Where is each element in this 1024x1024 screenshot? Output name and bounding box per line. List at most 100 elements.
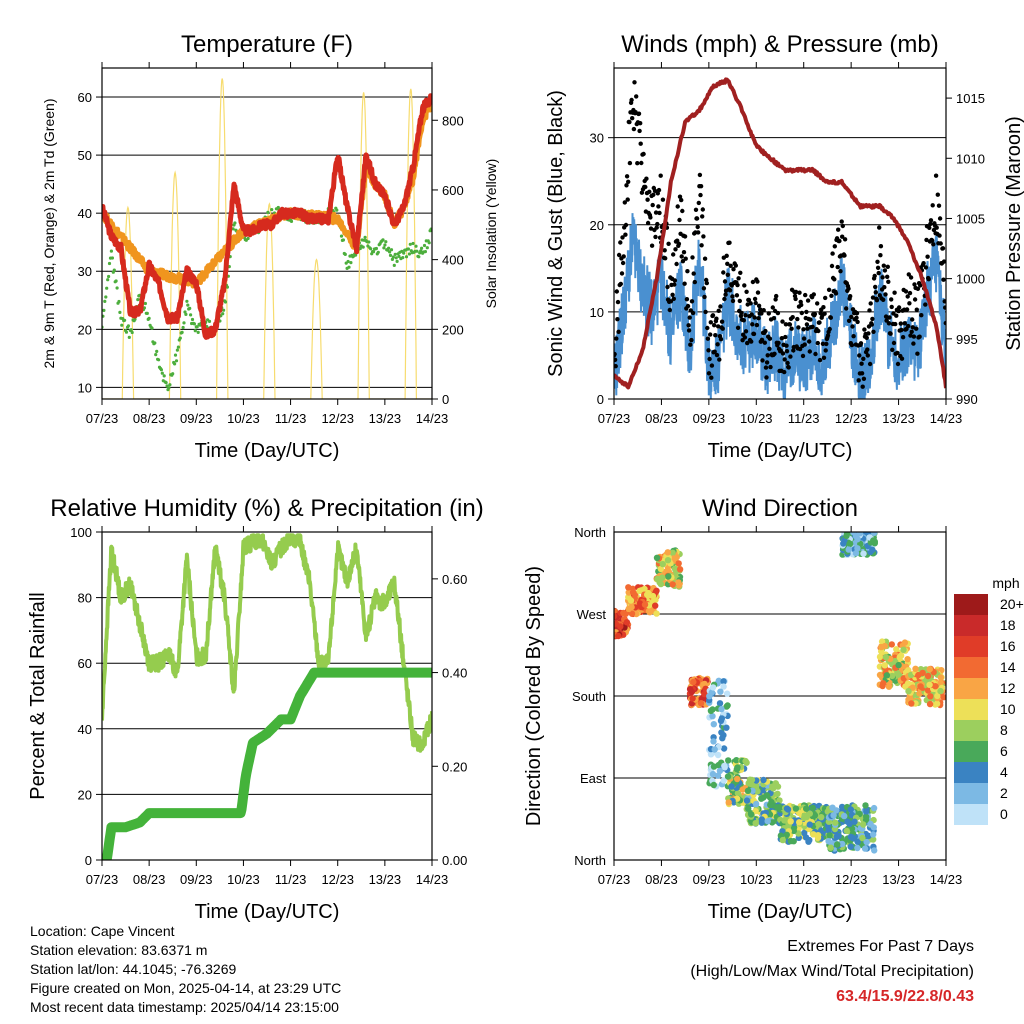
gust-point (911, 341, 916, 346)
direction-point (863, 838, 870, 846)
gust-point (878, 244, 884, 249)
dewpoint-point (133, 317, 137, 321)
direction-point (863, 808, 870, 815)
gust-point (933, 173, 939, 178)
gust-point (886, 321, 892, 326)
gust-point (716, 324, 721, 329)
y2-tick-label: 600 (442, 183, 464, 198)
dewpoint-point (102, 314, 105, 318)
gust-point (728, 263, 733, 268)
dewpoint-point (420, 246, 424, 250)
gust-point (903, 289, 909, 294)
y-tick-label: 30 (78, 264, 92, 279)
y2-axis-label: Station Pressure (Maroon) (1003, 116, 1024, 351)
direction-point (847, 833, 855, 841)
gust-point (890, 347, 895, 352)
y2-tick-label: 200 (442, 322, 464, 337)
colorbar-swatch (954, 762, 988, 783)
gust-point (620, 235, 625, 240)
direction-point (803, 805, 810, 812)
direction-point (709, 770, 717, 778)
dewpoint-point (117, 299, 121, 304)
dewpoint-point (367, 240, 371, 244)
dewpoint-point (347, 265, 351, 269)
dewpoint-point (392, 263, 396, 267)
direction-point (724, 690, 731, 697)
gust-point (943, 305, 946, 310)
gust-point (679, 197, 684, 203)
gust-point (804, 309, 809, 315)
gust-point (844, 306, 849, 311)
direction-point (885, 683, 893, 690)
y-tick-label: 0 (597, 392, 604, 407)
direction-point (895, 661, 902, 669)
direction-point (904, 680, 912, 687)
direction-point (733, 757, 740, 764)
gust-point (648, 226, 654, 231)
x-tick-label: 10/23 (227, 411, 260, 426)
y2-tick-label: 0.20 (442, 759, 467, 774)
gust-point (791, 348, 796, 353)
gust-point (742, 335, 748, 340)
gust-point (857, 353, 862, 358)
gust-point (667, 307, 672, 313)
gust-point (896, 308, 901, 314)
gust-point (908, 333, 913, 338)
dewpoint-point (171, 372, 175, 376)
gust-point (912, 297, 918, 302)
direction-point (926, 700, 934, 708)
x-tick-label: 14/23 (416, 411, 449, 426)
dewpoint-point (393, 252, 397, 256)
dewpoint-point (402, 251, 406, 255)
direction-point (871, 538, 878, 545)
gust-point (846, 318, 852, 323)
y-tick-label: 20 (78, 787, 92, 802)
direction-point (636, 600, 644, 607)
extremes-subtitle: (High/Low/Max Wind/Total Precipitation) (690, 963, 974, 980)
gust-point (908, 275, 914, 280)
dewpoint-point (190, 317, 195, 322)
gust-point (683, 256, 688, 261)
direction-point (937, 674, 944, 681)
direction-point (764, 818, 771, 825)
series-station-pressure (614, 77, 946, 390)
gust-point (927, 225, 932, 230)
gust-point (658, 173, 663, 178)
gust-point (756, 316, 761, 321)
dewpoint-point (207, 319, 212, 323)
dewpoint-point (183, 310, 187, 314)
colorbar-swatch (954, 741, 988, 762)
gust-point (754, 322, 760, 328)
direction-point (904, 656, 911, 663)
gust-point (687, 315, 692, 320)
gust-point (733, 263, 738, 268)
gust-point (780, 351, 786, 356)
direction-point (881, 662, 888, 669)
direction-point (646, 609, 653, 616)
colorbar-label: 10 (1000, 701, 1016, 717)
colorbar-swatch (954, 636, 988, 657)
gust-point (867, 361, 873, 367)
gust-point (625, 197, 630, 202)
gust-point (614, 364, 618, 369)
dewpoint-point (411, 241, 415, 246)
gust-point (697, 172, 703, 178)
gust-point (690, 255, 695, 260)
gust-point (805, 326, 810, 331)
direction-point (718, 729, 725, 736)
direction-point (653, 554, 661, 561)
gust-point (837, 238, 842, 244)
gust-point (730, 294, 735, 299)
gust-point (673, 247, 678, 252)
x-tick-label: 07/23 (86, 872, 119, 887)
gust-point (679, 254, 684, 259)
dewpoint-point (381, 238, 385, 242)
direction-point (701, 690, 708, 698)
gust-point (873, 284, 878, 290)
y-tick-label: 10 (590, 305, 604, 320)
gust-point (695, 224, 700, 230)
dewpoint-point (401, 256, 405, 260)
gust-point (730, 298, 736, 304)
x-tick-label: 12/23 (321, 872, 354, 887)
direction-point (862, 802, 869, 809)
